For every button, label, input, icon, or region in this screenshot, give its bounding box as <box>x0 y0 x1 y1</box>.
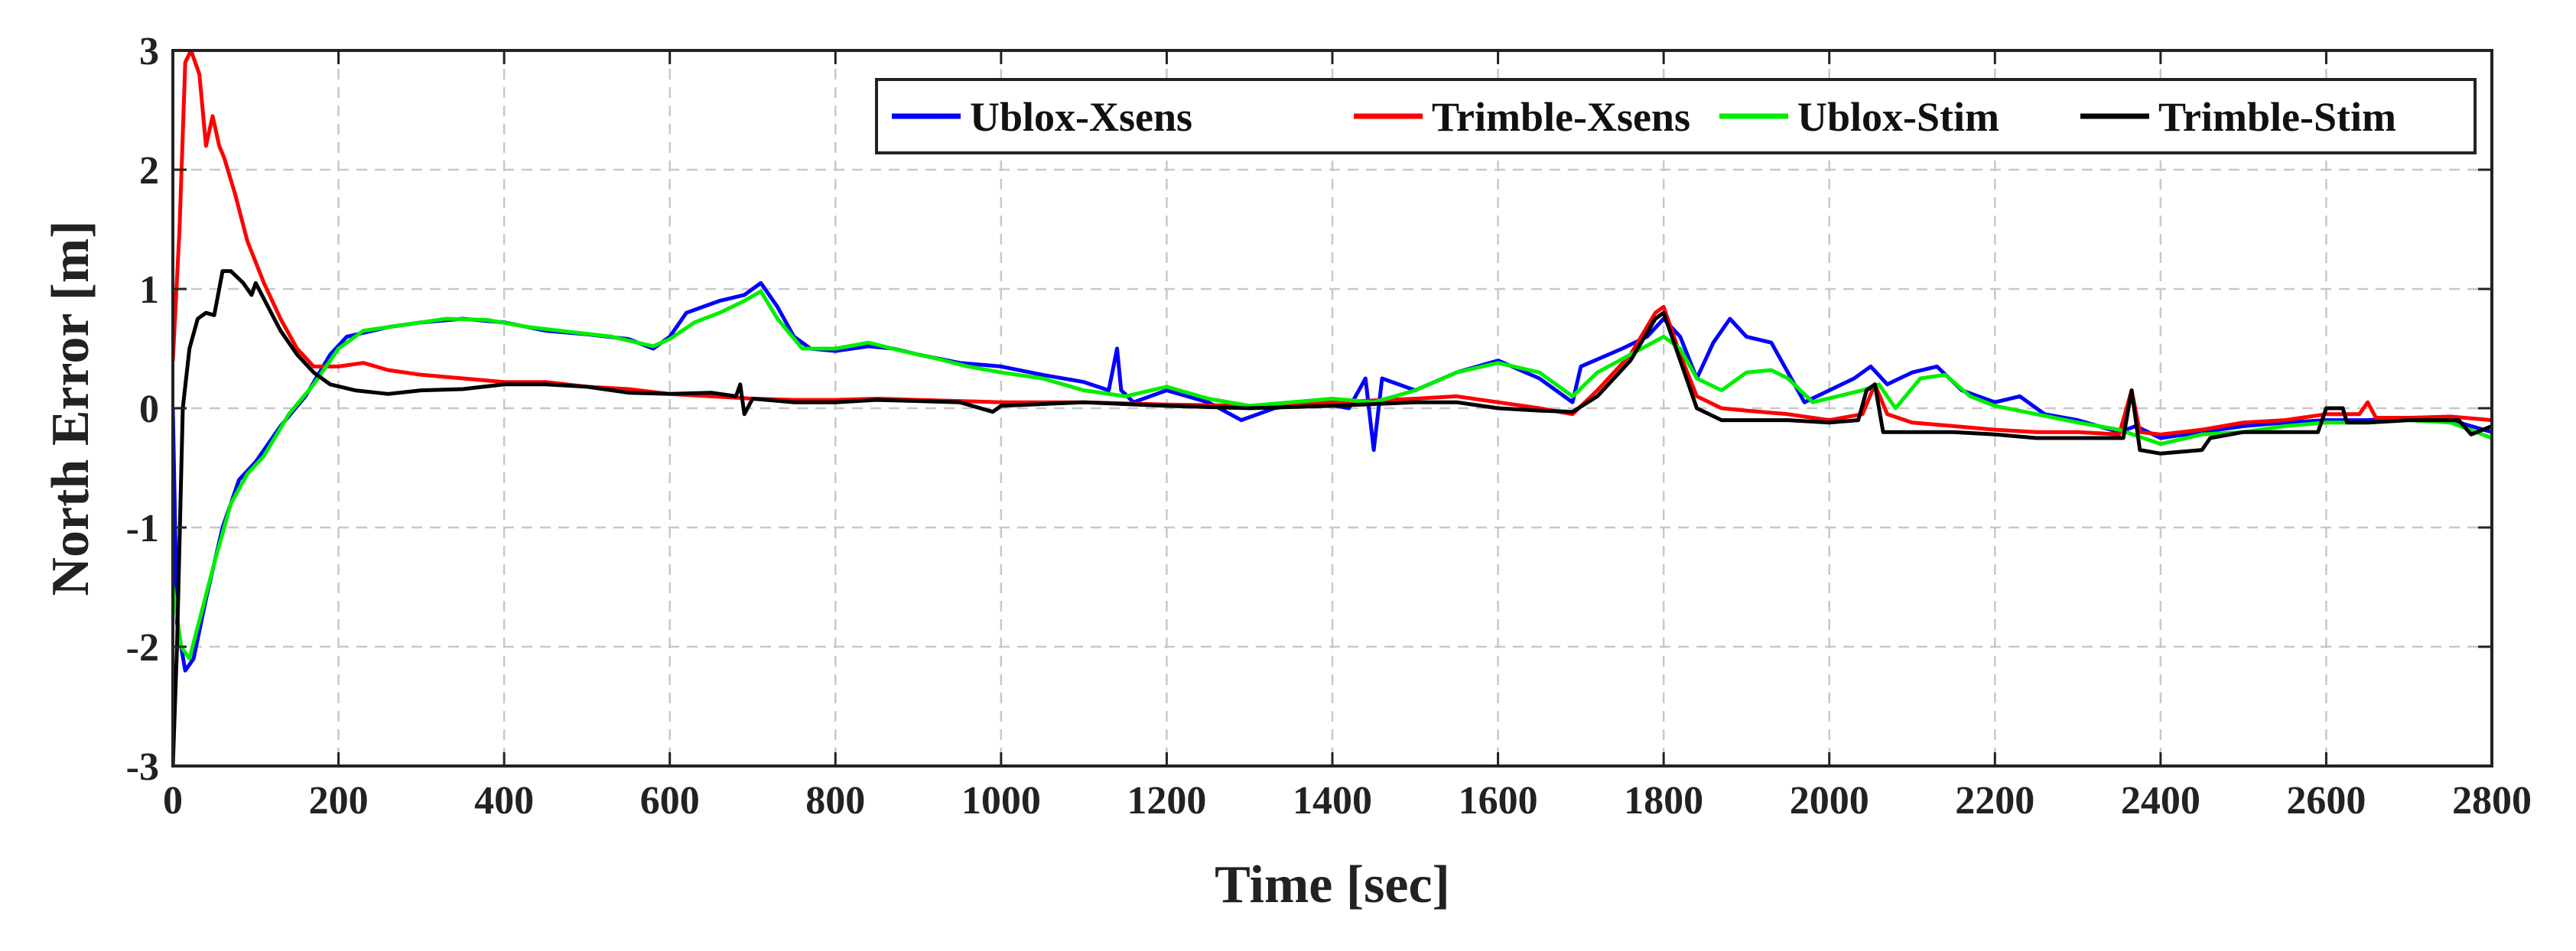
x-tick-label: 2800 <box>2452 779 2532 823</box>
y-tick-label: -3 <box>126 745 159 789</box>
x-tick-label: 200 <box>309 779 369 823</box>
y-tick-label: 0 <box>139 388 159 431</box>
x-tick-label: 1200 <box>1127 779 1206 823</box>
plot-lines <box>173 50 2492 766</box>
x-tick-label: 400 <box>474 779 534 823</box>
series-line-ublox-stim <box>173 289 2492 661</box>
legend: Ublox-Xsens Trimble-Xsens Ublox-Stim Trimbl… <box>875 78 2477 154</box>
axis-ticks: 0 200 400 600 800 1000 1200 1400 1600 1800 2000 220… <box>126 30 2532 823</box>
x-tick-label: 2200 <box>1955 779 2034 823</box>
x-tick-label: 2000 <box>1790 779 1869 823</box>
y-tick-label: 3 <box>139 30 159 73</box>
series-line-trimble-stim <box>173 269 2492 766</box>
x-tick-label: 1400 <box>1293 779 1372 823</box>
x-tick-label: 2600 <box>2286 779 2366 823</box>
x-tick-label: 0 <box>163 779 183 823</box>
x-tick-label: 800 <box>805 779 865 823</box>
y-axis-title: North Error [m] <box>41 220 100 596</box>
grid <box>173 50 2492 766</box>
x-tick-label: 2400 <box>2121 779 2200 823</box>
x-tick-label: 1600 <box>1459 779 1538 823</box>
y-tick-label: 1 <box>139 268 159 312</box>
legend-box <box>875 78 2477 154</box>
y-tick-label: -2 <box>126 626 159 670</box>
legend-label: Trimble-Stim <box>2158 94 2396 140</box>
x-tick-label: 1000 <box>961 779 1041 823</box>
x-axis-title: Time [sec] <box>1215 855 1450 914</box>
y-tick-label: 2 <box>139 149 159 193</box>
x-tick-label: 1800 <box>1624 779 1703 823</box>
x-tick-label: 600 <box>640 779 700 823</box>
legend-label: Ublox-Xsens <box>970 94 1192 140</box>
legend-label: Ublox-Stim <box>1797 94 1999 140</box>
legend-label: Trimble-Xsens <box>1432 94 1690 140</box>
y-tick-label: -1 <box>126 507 159 550</box>
